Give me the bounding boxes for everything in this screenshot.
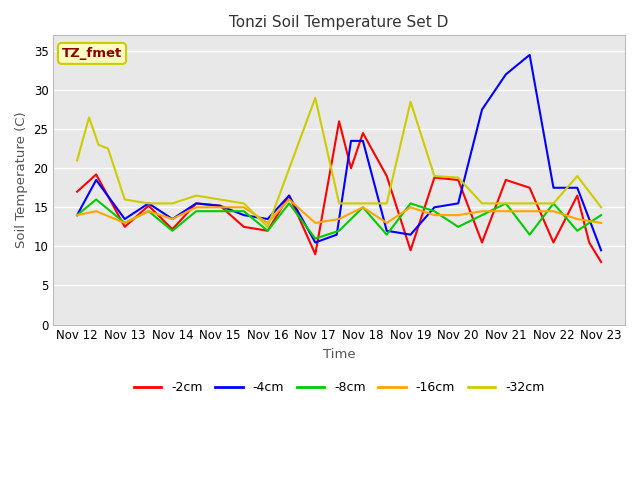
Title: Tonzi Soil Temperature Set D: Tonzi Soil Temperature Set D: [229, 15, 449, 30]
Legend: -2cm, -4cm, -8cm, -16cm, -32cm: -2cm, -4cm, -8cm, -16cm, -32cm: [129, 376, 550, 399]
Y-axis label: Soil Temperature (C): Soil Temperature (C): [15, 112, 28, 248]
Text: TZ_fmet: TZ_fmet: [62, 47, 122, 60]
X-axis label: Time: Time: [323, 348, 355, 361]
